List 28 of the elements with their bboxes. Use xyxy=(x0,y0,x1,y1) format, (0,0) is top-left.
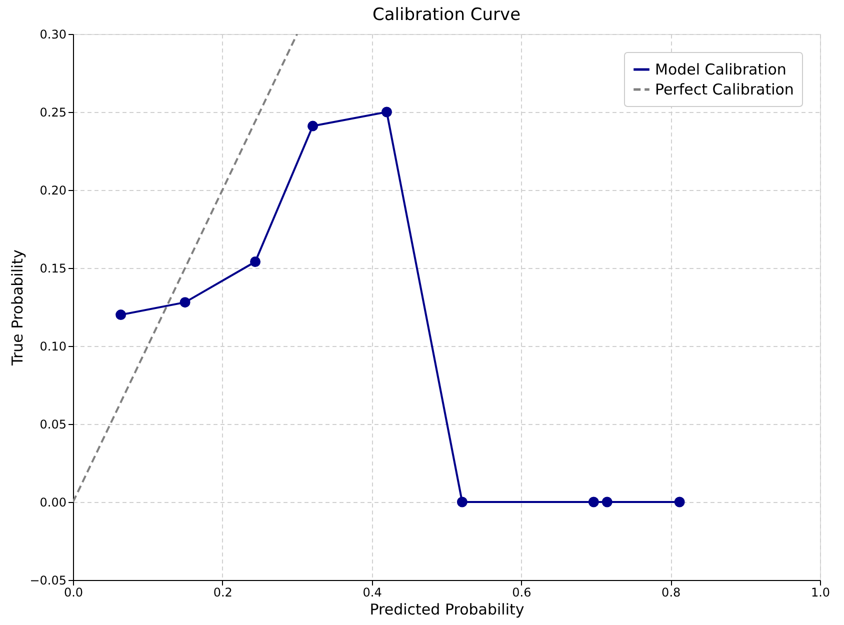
point xyxy=(180,297,190,308)
point xyxy=(588,496,599,508)
y-tick-label: 0.30 xyxy=(40,28,66,42)
x-tick-label: 1.0 xyxy=(810,586,830,600)
point xyxy=(456,496,468,508)
y-tick-label: 0.15 xyxy=(40,262,66,276)
y-tick-label: 0.00 xyxy=(40,496,66,510)
point xyxy=(116,310,126,320)
y-axis-title: True Probability xyxy=(8,249,27,366)
legend-label: Perfect Calibration xyxy=(655,80,794,98)
y-tick-label: −0.05 xyxy=(30,574,66,588)
x-tick-label: 0.2 xyxy=(213,586,232,600)
x-tick-label: 0.0 xyxy=(64,586,84,600)
y-tick-label: 0.10 xyxy=(40,340,66,354)
x-tick-label: 0.8 xyxy=(662,586,681,600)
x-tick-label: 0.6 xyxy=(512,586,532,600)
x-tick-label: 0.4 xyxy=(362,586,382,600)
y-tick-label: 0.25 xyxy=(40,106,66,120)
point xyxy=(602,496,612,508)
y-tick-label: 0.20 xyxy=(40,184,66,198)
y-tick-label: 0.05 xyxy=(40,418,66,432)
point xyxy=(381,106,392,118)
point xyxy=(250,256,261,267)
point xyxy=(674,496,685,508)
point xyxy=(308,120,318,132)
chart-title: Calibration Curve xyxy=(372,5,521,25)
legend-label: Model Calibration xyxy=(655,60,786,78)
x-axis-title: Predicted Probability xyxy=(370,600,524,618)
